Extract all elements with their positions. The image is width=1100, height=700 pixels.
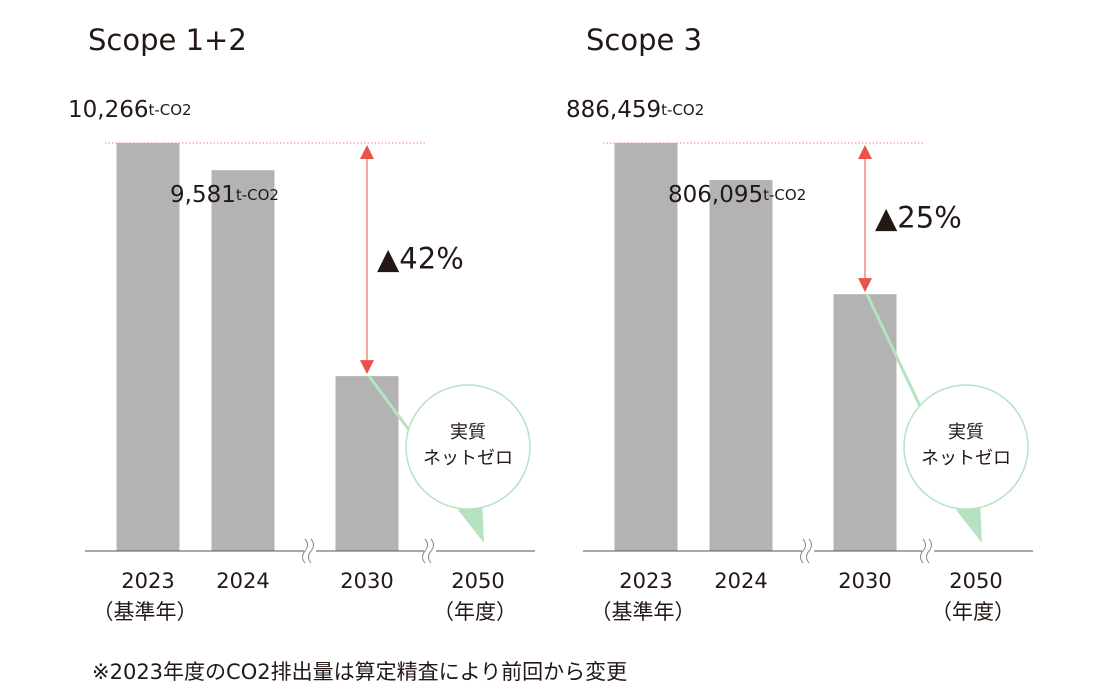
panel-title: Scope 1+2 xyxy=(88,23,247,57)
arrow-head xyxy=(858,145,872,159)
goal-label: ネットゼロ xyxy=(921,448,1011,469)
net-zero-circle xyxy=(405,384,531,510)
axis-break xyxy=(926,538,932,564)
bar xyxy=(116,143,180,551)
value-label: 10,266t-CO2 xyxy=(68,97,192,123)
goal-label: 実質 xyxy=(948,422,984,443)
unit: t-CO2 xyxy=(148,101,191,119)
unit: t-CO2 xyxy=(661,101,704,119)
bar xyxy=(709,179,773,551)
x-tick-label: 2030 xyxy=(340,569,393,593)
value: 806,095 xyxy=(668,182,763,208)
value: 9,581 xyxy=(170,182,236,208)
x-tick-note: （年度） xyxy=(931,600,1015,624)
x-tick-note: （基準年） xyxy=(93,600,198,624)
x-tick-note: （基準年） xyxy=(591,600,696,624)
axis-break xyxy=(308,538,314,564)
bar xyxy=(335,376,399,551)
x-tick-label: 2023 xyxy=(121,569,174,593)
axis-break xyxy=(302,538,308,564)
x-tick-note: （年度） xyxy=(433,600,517,624)
value-label: 806,095t-CO2 xyxy=(668,182,806,208)
x-tick-label: 2024 xyxy=(216,569,269,593)
x-tick-label: 2050 xyxy=(451,569,504,593)
value: 10,266 xyxy=(68,97,148,123)
x-tick-label: 2030 xyxy=(838,569,891,593)
arrow-head xyxy=(858,278,872,293)
arrow-head xyxy=(360,145,374,159)
axis-break-gap xyxy=(802,539,814,563)
bar xyxy=(833,294,897,551)
axis-break xyxy=(422,538,428,564)
value: 886,459 xyxy=(566,97,661,123)
axis-break xyxy=(806,538,812,564)
bar xyxy=(614,143,678,551)
value-label: 9,581t-CO2 xyxy=(170,182,279,208)
reduction-label: ▲42% xyxy=(377,242,464,276)
x-tick-label: 2050 xyxy=(949,569,1002,593)
footnote: ※2023年度のCO2排出量は算定精査により前回から変更 xyxy=(92,660,627,684)
panel-title: Scope 3 xyxy=(586,23,702,57)
x-tick-label: 2024 xyxy=(714,569,767,593)
unit: t-CO2 xyxy=(236,186,279,204)
reduction-label: ▲25% xyxy=(875,201,962,235)
arrow-head xyxy=(360,360,374,375)
net-zero-circle xyxy=(903,384,1029,510)
axis-break-gap xyxy=(424,539,436,563)
axis-break-gap xyxy=(304,539,316,563)
axis-break xyxy=(800,538,806,564)
goal-label: ネットゼロ xyxy=(423,448,513,469)
axis-break xyxy=(428,538,434,564)
x-tick-label: 2023 xyxy=(619,569,672,593)
unit: t-CO2 xyxy=(763,186,806,204)
bar xyxy=(211,170,275,551)
goal-label: 実質 xyxy=(450,422,486,443)
axis-break-gap xyxy=(922,539,934,563)
axis-break xyxy=(920,538,926,564)
value-label: 886,459t-CO2 xyxy=(566,97,704,123)
